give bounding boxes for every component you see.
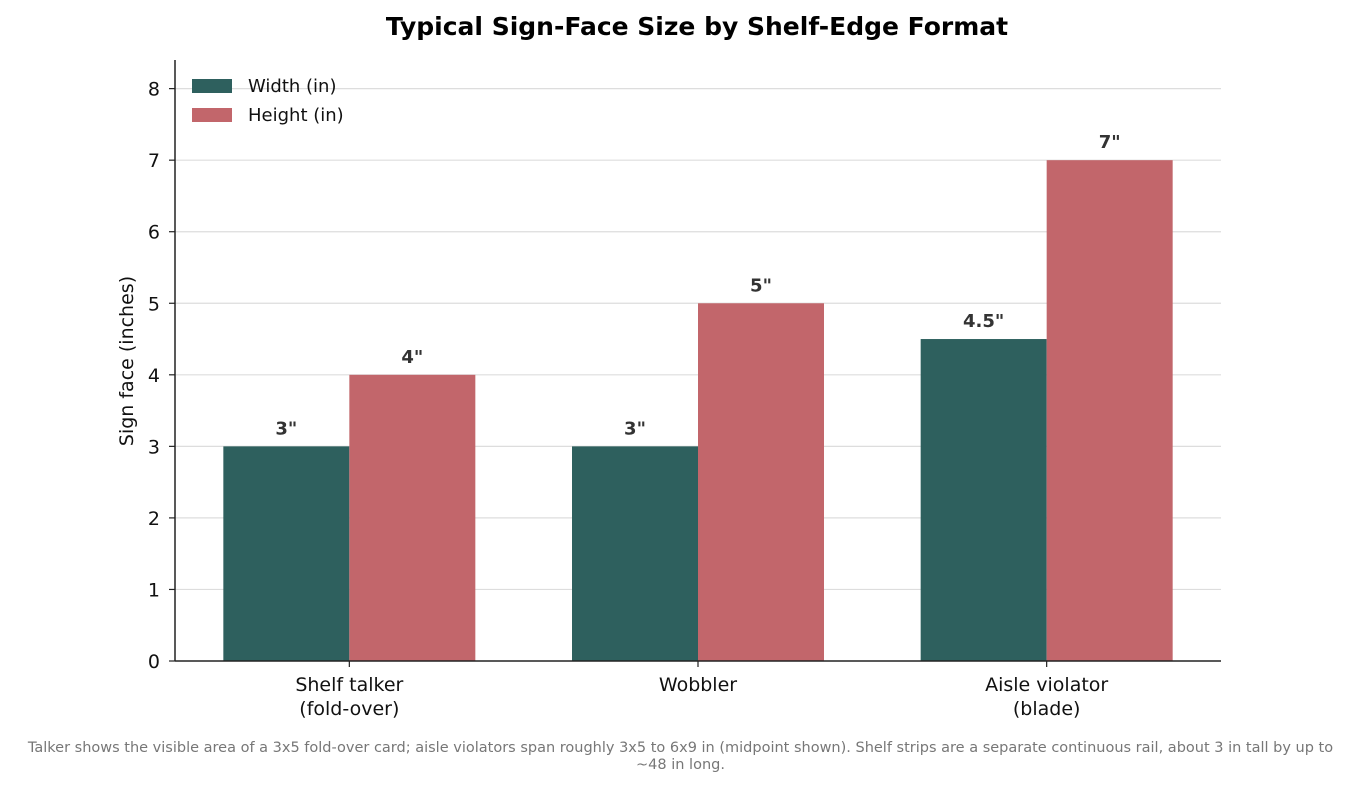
bar-chart: Typical Sign-Face Size by Shelf-Edge For… <box>116 12 1221 720</box>
legend-swatch <box>192 108 232 122</box>
legend-label: Width (in) <box>248 76 336 97</box>
x-tick-label-line: Wobbler <box>659 674 737 696</box>
y-tick-label: 8 <box>148 79 160 101</box>
data-label: 3" <box>275 418 297 439</box>
y-ticks: 0 1 2 3 4 5 6 7 8 <box>148 79 175 673</box>
x-ticks: Shelf talker (fold-over) Wobbler Aisle viol… <box>295 661 1108 720</box>
chart-title: Typical Sign-Face Size by Shelf-Edge For… <box>386 12 1008 41</box>
y-tick-label: 1 <box>148 579 160 601</box>
legend-label: Height (in) <box>248 105 344 126</box>
bar <box>920 339 1047 661</box>
bars <box>223 160 1173 661</box>
legend-swatch <box>192 79 232 93</box>
bar <box>223 446 350 661</box>
data-labels: 3" 3" 4.5" 4" 5" 7" <box>275 132 1120 439</box>
y-tick-label: 6 <box>148 222 160 244</box>
footnote: Talker shows the visible area of a 3x5 f… <box>0 740 1361 774</box>
bar <box>1046 160 1173 661</box>
footnote-text: Talker shows the visible area of a 3x5 f… <box>27 740 1334 773</box>
data-label: 4" <box>401 347 423 368</box>
bar <box>349 374 476 661</box>
y-axis-label: Sign face (inches) <box>116 276 138 446</box>
bar <box>698 303 824 661</box>
y-tick-label: 4 <box>148 365 160 387</box>
x-tick-label: Aisle violator (blade) <box>985 674 1108 720</box>
x-tick-label: Wobbler <box>659 674 737 696</box>
x-tick-label-line: Aisle violator <box>985 674 1108 696</box>
y-tick-label: 5 <box>148 293 160 315</box>
x-tick-label: Shelf talker (fold-over) <box>295 674 403 720</box>
data-label: 7" <box>1099 132 1121 153</box>
data-label: 5" <box>750 275 772 296</box>
x-tick-label-line: (fold-over) <box>299 698 399 720</box>
y-tick-label: 7 <box>148 150 160 172</box>
x-tick-label-line: (blade) <box>1013 698 1081 720</box>
x-tick-label-line: Shelf talker <box>295 674 403 696</box>
y-tick-label: 0 <box>148 651 160 673</box>
data-label: 3" <box>624 418 646 439</box>
y-tick-label: 2 <box>148 508 160 530</box>
y-tick-label: 3 <box>148 436 160 458</box>
bar <box>572 446 698 661</box>
data-label: 4.5" <box>963 311 1004 332</box>
legend: Width (in) Height (in) <box>192 76 344 126</box>
